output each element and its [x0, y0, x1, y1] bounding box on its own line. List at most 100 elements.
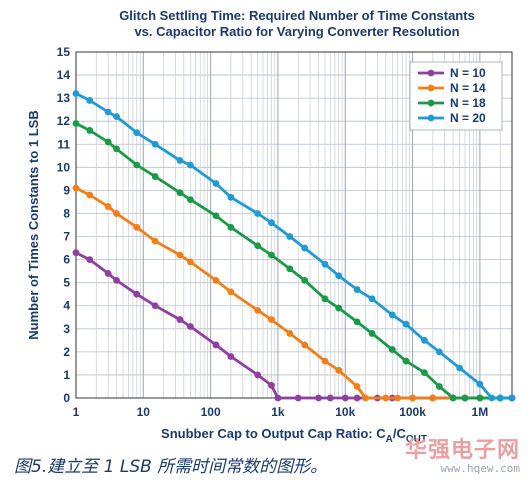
data-point [176, 251, 184, 259]
data-point [176, 316, 184, 323]
data-point [186, 196, 194, 204]
data-point [368, 330, 376, 337]
legend-marker [427, 69, 435, 77]
data-point [488, 394, 496, 402]
data-point [321, 295, 329, 303]
data-point [268, 219, 275, 227]
data-point [151, 237, 159, 245]
x-axis-label-sub-a: A [386, 434, 393, 445]
watermark-main: 华强电子网 [404, 438, 520, 463]
data-point [176, 157, 184, 164]
data-point [104, 138, 112, 146]
data-point [113, 276, 120, 284]
data-point [315, 394, 322, 402]
data-point [104, 270, 112, 277]
data-point [429, 394, 437, 402]
legend-item: N = 14 [418, 81, 486, 95]
legend: N = 10N = 14N = 18N = 20 [409, 61, 503, 131]
legend-item: N = 20 [418, 111, 486, 125]
data-point [268, 251, 275, 259]
legend-marker [427, 84, 435, 92]
figure-caption: 图5.建立至 1 LSB 所需时间常数的图形。 [14, 457, 328, 477]
y-tick-label: 5 [63, 276, 70, 290]
data-point [461, 394, 469, 402]
series-line [75, 186, 512, 400]
data-point [274, 394, 282, 402]
data-point [104, 108, 112, 116]
data-point [268, 316, 275, 323]
data-point [133, 290, 141, 298]
data-point [476, 380, 484, 388]
series-line [75, 92, 512, 400]
data-point [254, 210, 262, 217]
data-point [72, 90, 80, 97]
x-tick-label: 100 [201, 405, 221, 419]
data-point [254, 371, 262, 379]
y-tick-label: 9 [63, 183, 70, 197]
data-point [254, 242, 262, 250]
data-point [286, 330, 294, 337]
y-tick-label: 6 [63, 253, 70, 267]
data-point [151, 140, 159, 148]
x-axis-label: Snubber Cap to Output Cap Ratio: CA/COUT [161, 426, 427, 445]
y-axis-label: Number of Times Constants to 1 LSB [26, 110, 41, 339]
chart: Glitch Settling Time: Required Number of… [26, 8, 516, 445]
legend-label: N = 14 [450, 81, 486, 95]
legend-marker [427, 99, 435, 107]
data-point [435, 383, 443, 390]
watermark-sub: www.hqew.com [440, 462, 520, 475]
data-point [402, 320, 410, 328]
data-point [212, 276, 220, 284]
data-point [72, 120, 80, 127]
y-tick-label: 0 [63, 391, 70, 405]
data-point [212, 212, 220, 220]
data-point [353, 383, 361, 390]
data-point [186, 258, 194, 266]
data-point [362, 394, 369, 402]
y-tick-label: 13 [57, 91, 71, 105]
data-point [388, 346, 396, 353]
x-tick-label: 1k [271, 405, 285, 419]
data-point [227, 193, 235, 201]
series-line [75, 251, 512, 400]
data-point [86, 97, 94, 104]
data-point [402, 357, 410, 365]
data-point [409, 394, 416, 402]
data-point [321, 357, 329, 365]
data-point [353, 318, 361, 326]
data-point [449, 394, 457, 402]
data-point [86, 256, 94, 263]
data-point [212, 180, 220, 187]
y-tick-label: 8 [63, 206, 70, 220]
y-tick-label: 14 [57, 68, 71, 82]
data-point [286, 265, 294, 273]
data-point [388, 311, 396, 319]
legend-item: N = 10 [418, 66, 486, 80]
data-point [301, 341, 309, 349]
data-point [435, 348, 443, 356]
data-point [353, 394, 361, 402]
data-point [394, 394, 402, 402]
data-point [326, 394, 334, 402]
data-point [286, 233, 294, 240]
data-point [72, 249, 80, 257]
data-point [341, 394, 349, 402]
series-3 [72, 120, 516, 402]
x-tick-label: 10 [137, 405, 151, 419]
data-point [113, 113, 120, 120]
data-point [421, 336, 428, 344]
data-point [86, 127, 94, 134]
chart-title-line-2: vs. Capacitor Ratio for Varying Converte… [134, 24, 459, 39]
y-tick-label: 1 [63, 368, 70, 382]
legend-item: N = 18 [418, 96, 486, 110]
series-layer [72, 90, 516, 402]
x-axis-label-slash: /C [393, 426, 407, 441]
data-point [476, 394, 484, 402]
legend-label: N = 20 [450, 111, 486, 125]
data-point [227, 223, 235, 231]
series-4 [72, 90, 516, 402]
data-point [335, 272, 343, 280]
data-point [508, 394, 516, 402]
data-point [72, 184, 80, 192]
